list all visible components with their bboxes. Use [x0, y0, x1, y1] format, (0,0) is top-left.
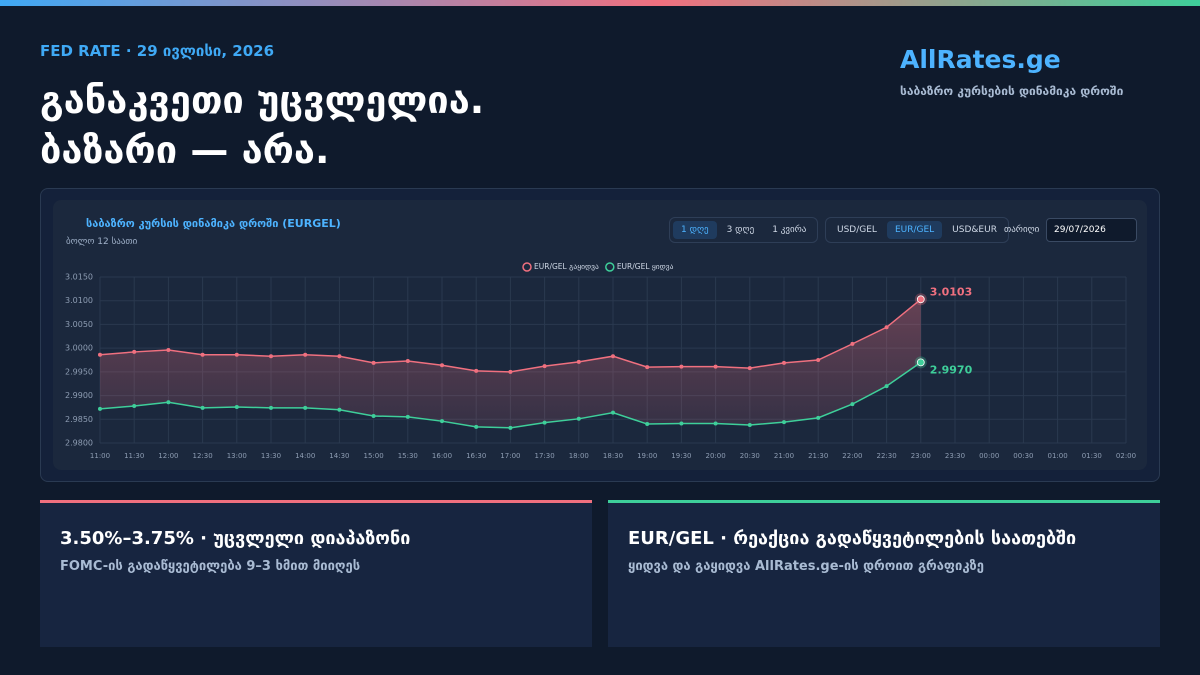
card-subtitle: ყიდვა და გაყიდვა AllRates.ge-ის დროით გრ… — [628, 559, 984, 574]
card: 3.50%–3.75% · უცვლელი დიაპაზონი FOMC-ის გ… — [40, 500, 592, 647]
date-label: თარიღი — [1004, 225, 1040, 235]
range-button[interactable]: 1 კვირა — [772, 225, 807, 235]
pair-group: USD/GEL EUR/GEL USD&EUR — [825, 217, 1009, 243]
pair-button[interactable]: USD/GEL — [837, 225, 877, 235]
card-subtitle: FOMC-ის გადაწყვეტილება 9–3 ხმით მიიღეს — [60, 559, 361, 574]
kicker: FED RATE · 29 ივლისი, 2026 — [40, 42, 275, 60]
card-title: 3.50%–3.75% · უცვლელი დიაპაზონი — [60, 528, 411, 549]
chart-subtitle: ბოლო 12 საათი — [66, 237, 138, 247]
pair-button[interactable]: EUR/GEL — [886, 221, 943, 239]
date-input[interactable]: 29/07/2026 — [1046, 218, 1137, 242]
accent-bar — [0, 0, 1200, 6]
card: EUR/GEL · რეაქცია გადაწყვეტილების საათებ… — [608, 500, 1160, 647]
range-button[interactable]: 3 დღე — [726, 225, 755, 235]
range-group: 1 დღე 3 დღე 1 კვირა — [669, 217, 819, 243]
tagline: საბაზრო კურსების დინამიკა დროში — [900, 84, 1124, 98]
card-title: EUR/GEL · რეაქცია გადაწყვეტილების საათებ… — [628, 528, 1077, 549]
pair-button[interactable]: USD&EUR — [952, 225, 997, 235]
headline: ბაზარი — არა. — [40, 128, 330, 172]
brand: AllRates.ge — [900, 45, 1061, 74]
chart-title: საბაზრო კურსის დინამიკა დროში (EURGEL) — [86, 217, 341, 230]
headline: განაკვეთი უცვლელია. — [40, 78, 485, 122]
range-button[interactable]: 1 დღე — [673, 221, 717, 239]
